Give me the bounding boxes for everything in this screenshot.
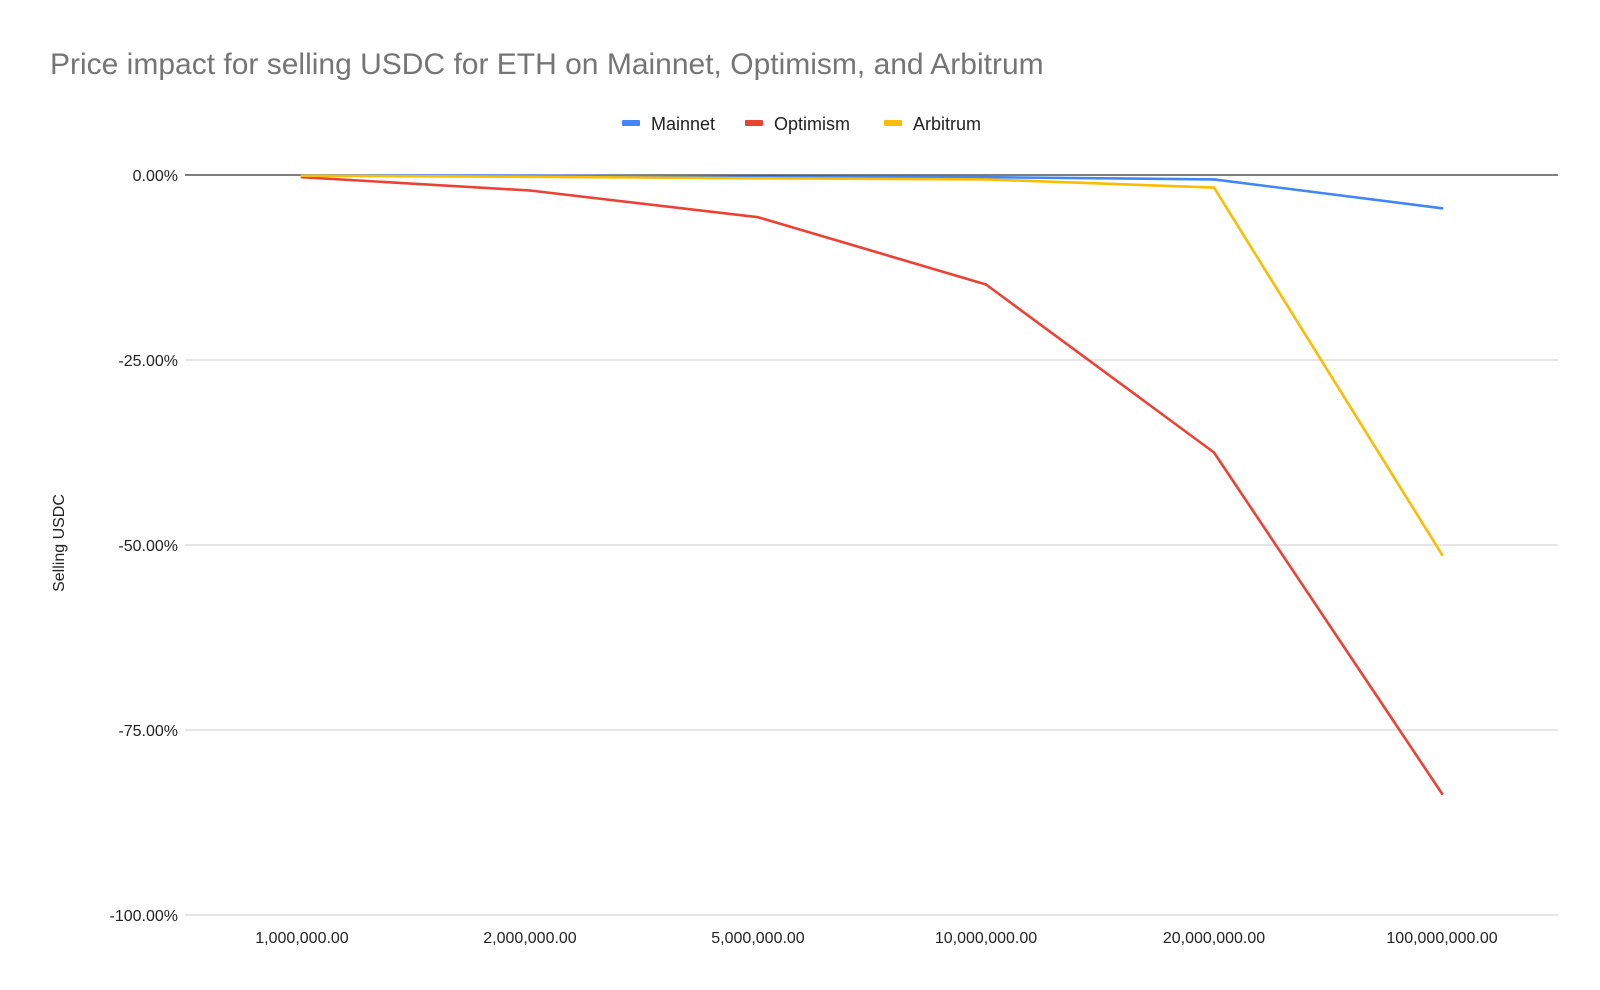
data-point-arbitrum bbox=[1212, 186, 1216, 189]
y-axis-label: Selling USDC bbox=[51, 494, 68, 592]
legend-swatch-arbitrum bbox=[884, 120, 902, 126]
x-tick-label: 10,000,000.00 bbox=[935, 930, 1037, 947]
data-point-optimism bbox=[528, 189, 532, 192]
y-tick-label: -50.00% bbox=[118, 538, 178, 555]
series-line-mainnet bbox=[300, 174, 1444, 210]
data-point-arbitrum bbox=[984, 178, 988, 181]
legend-label-mainnet: Mainnet bbox=[651, 114, 715, 134]
series-layer bbox=[300, 174, 1444, 795]
x-axis-ticks: 1,000,000.00 2,000,000.00 5,000,000.00 10,0… bbox=[255, 930, 1497, 947]
x-tick-label: 100,000,000.00 bbox=[1386, 930, 1497, 947]
x-tick-label: 5,000,000.00 bbox=[711, 930, 805, 947]
x-tick-label: 2,000,000.00 bbox=[483, 930, 577, 947]
legend-swatch-optimism bbox=[745, 120, 763, 126]
y-tick-label: -75.00% bbox=[118, 723, 178, 740]
series-line-optimism bbox=[300, 175, 1444, 795]
data-point-optimism bbox=[984, 283, 988, 286]
y-axis-ticks: 0.00% -25.00% -50.00% -75.00% -100.00% bbox=[110, 168, 179, 925]
y-tick-label: -100.00% bbox=[110, 908, 179, 925]
data-point-optimism bbox=[1440, 792, 1444, 795]
x-tick-label: 20,000,000.00 bbox=[1163, 930, 1265, 947]
x-tick-label: 1,000,000.00 bbox=[255, 930, 349, 947]
data-point-optimism bbox=[1212, 451, 1216, 454]
y-tick-label: -25.00% bbox=[118, 353, 178, 370]
data-point-arbitrum bbox=[756, 177, 760, 180]
data-point-arbitrum bbox=[528, 175, 532, 179]
legend-swatch-mainnet bbox=[622, 120, 640, 126]
y-tick-label: 0.00% bbox=[133, 168, 178, 185]
data-point-arbitrum bbox=[300, 174, 304, 178]
data-point-optimism bbox=[756, 215, 760, 219]
data-point-arbitrum bbox=[1440, 553, 1444, 556]
chart-title: Price impact for selling USDC for ETH on… bbox=[50, 48, 1044, 81]
data-point-mainnet bbox=[984, 175, 988, 179]
gridlines bbox=[185, 174, 1558, 916]
legend-label-arbitrum: Arbitrum bbox=[913, 114, 981, 134]
legend: Mainnet Optimism Arbitrum bbox=[622, 114, 981, 134]
data-point-mainnet bbox=[1212, 178, 1216, 181]
data-point-mainnet bbox=[1440, 207, 1444, 210]
legend-label-optimism: Optimism bbox=[774, 114, 850, 134]
series-line-arbitrum bbox=[300, 174, 1444, 556]
